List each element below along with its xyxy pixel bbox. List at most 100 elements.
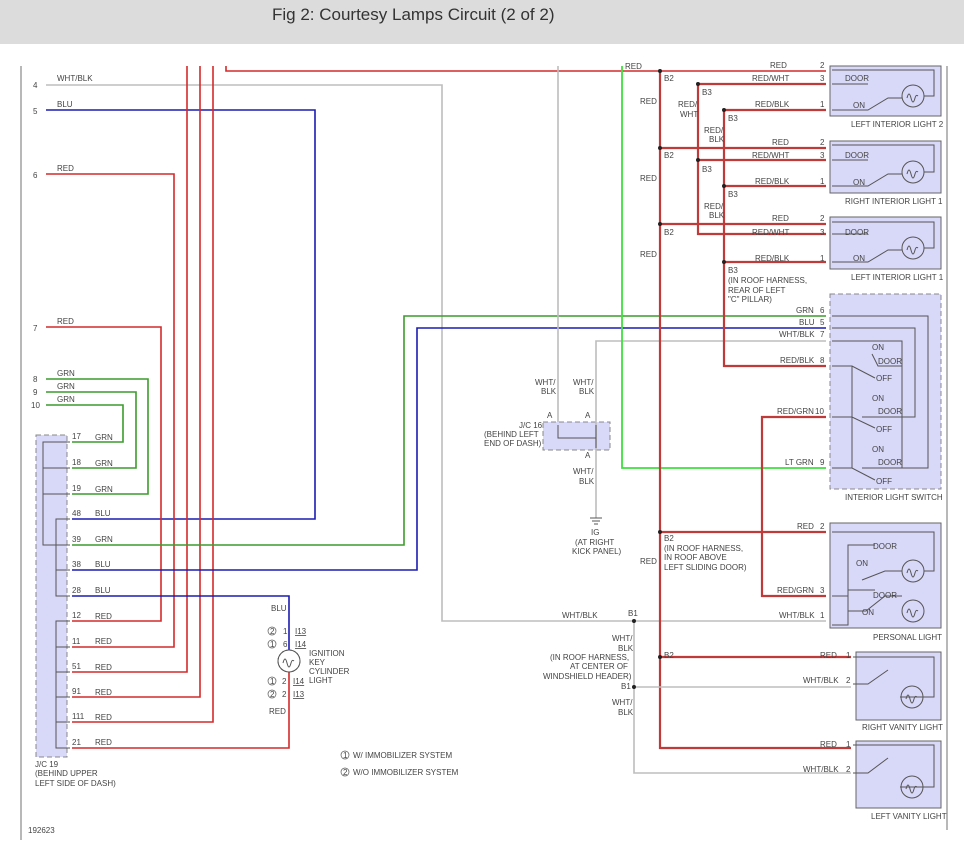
diagram-label: 1 [846, 740, 851, 749]
wire-lt-grn-9 [621, 66, 826, 469]
diagram-label: RED [640, 557, 657, 566]
ground-icon [590, 517, 602, 525]
wire-color-label: GRN [57, 395, 75, 404]
diagram-label: BLK [618, 644, 634, 653]
ground-location: KICK PANEL) [572, 547, 622, 556]
roof-harness-labels: RED B2 B2 B2 B2 B2 RED RED RED RED RED/W… [543, 62, 807, 717]
splice-id: B3 [728, 114, 738, 123]
splice-id: B2 [664, 74, 674, 83]
pin-number: 4 [33, 81, 38, 90]
diagram-label: 1 [820, 611, 825, 620]
ground-location: (AT RIGHT [575, 538, 614, 547]
wire-color-label: GRN [57, 369, 75, 378]
wire-color-label: RED [95, 637, 112, 646]
wire-red-wht [696, 82, 826, 236]
wires [46, 66, 851, 774]
component-name: LIGHT [309, 676, 333, 685]
diagram-label: DOOR [873, 542, 897, 551]
wire-color-label: BLK [579, 477, 595, 486]
wire-color-label: RED [57, 317, 74, 326]
pin-number: 2 [282, 677, 287, 686]
diagram-label: RED [640, 97, 657, 106]
diagram-label: 2 [820, 138, 825, 147]
diagram-label: LEFT SLIDING DOOR) [664, 563, 747, 572]
diagram-label: AT CENTER OF [570, 662, 628, 671]
jc16-name: J/C 16 [519, 421, 543, 430]
pin-number: 6 [33, 171, 38, 180]
diagram-label: 2 [820, 522, 825, 531]
pin-number: 51 [72, 662, 81, 671]
splice-id: B2 [664, 228, 674, 237]
pin-number: 10 [31, 401, 40, 410]
figure-id: 192623 [28, 826, 55, 835]
diagram-label: WINDSHIELD HEADER) [543, 672, 632, 681]
splice-id: B2 [664, 651, 674, 660]
diagram-label: WHT/ [612, 698, 633, 707]
component-internals [832, 69, 935, 799]
diagram-label: WHT/BLK [803, 676, 839, 685]
left-interior-light-1-label: LEFT INTERIOR LIGHT 1 [851, 273, 944, 282]
interior-light-switch-box [829, 293, 942, 490]
diagram-label: 5 [820, 318, 825, 327]
diagram-label: BLK [618, 708, 634, 717]
diagram-label: (IN ROOF HARNESS, [728, 276, 807, 285]
wire-color-label: RED [95, 688, 112, 697]
variant-mark: 2 [270, 627, 275, 636]
pin-number: 38 [72, 560, 81, 569]
left-interior-light-1-box [829, 216, 942, 270]
legend-mark: 2 [343, 768, 348, 777]
diagram-label: 1 [820, 100, 825, 109]
jc19-labels: 17 GRN 18 GRN 19 GRN 48 BLU 39 GRN 38 BLU 28 BL… [35, 432, 116, 788]
wire-grn-39 [72, 315, 826, 546]
diagram-label: ON [853, 178, 865, 187]
pin-number: 19 [72, 484, 81, 493]
wire-red-21 [72, 672, 290, 749]
wire-color-label: GRN [95, 535, 113, 544]
diagram-label: 3 [820, 228, 825, 237]
splice-id: B1 [628, 609, 638, 618]
diagram-label: RED/BLK [780, 356, 815, 365]
wire-red-51 [72, 66, 188, 673]
diagram-label: RED [820, 651, 837, 660]
wire-grn-8 [46, 378, 149, 495]
wire-color-label: BLU [95, 509, 111, 518]
left-pin-labels: 4 WHT/BLK 5 BLU 6 RED 7 RED 8 GRN 9 GRN 10 GRN [31, 74, 93, 410]
diagram-label: ON [853, 101, 865, 110]
interior-light-switch-label: INTERIOR LIGHT SWITCH [845, 493, 943, 502]
diagram-label: RED/WHT [752, 151, 789, 160]
diagram-label: 1 [846, 651, 851, 660]
jc16-box [542, 421, 611, 451]
wire-color-label: GRN [57, 382, 75, 391]
wire-blu-38 [72, 327, 826, 571]
diagram-label: RED/ [704, 202, 724, 211]
diagram-label: BLK [709, 135, 725, 144]
diagram-label: DOOR [845, 151, 869, 160]
wire-color-label: GRN [95, 459, 113, 468]
wire-wht-blk-vanity [633, 621, 851, 774]
diagram-label: (IN ROOF HARNESS, [664, 544, 743, 553]
pin-number: 1 [283, 627, 288, 636]
legend-mark: 1 [343, 751, 348, 760]
diagram-label: RED/GRN [777, 586, 814, 595]
wire-color-label: RED [95, 663, 112, 672]
diagram-label: ON [872, 445, 884, 454]
diagram-label: 2 [820, 61, 825, 70]
personal-light-label: PERSONAL LIGHT [873, 633, 942, 642]
diagram-label: WHT/BLK [779, 611, 815, 620]
pin-letter: A [547, 411, 553, 420]
diagram-label: ON [853, 254, 865, 263]
jc19-location: (BEHIND UPPER [35, 769, 98, 778]
variant-mark: 2 [270, 690, 275, 699]
diagram-label: LT GRN [785, 458, 814, 467]
pin-number: 7 [33, 324, 38, 333]
diagram-label: 3 [820, 586, 825, 595]
wire-grn-10 [46, 404, 124, 443]
diagram-label: 1 [820, 254, 825, 263]
figure-header: Fig 2: Courtesy Lamps Circuit (2 of 2) [0, 0, 964, 44]
pin-number: 18 [72, 458, 81, 467]
wire-red-blk [722, 108, 826, 368]
pin-number: 8 [33, 375, 38, 384]
diagram-label: DOOR [873, 591, 897, 600]
wire-wht-blk-7 [595, 340, 826, 518]
